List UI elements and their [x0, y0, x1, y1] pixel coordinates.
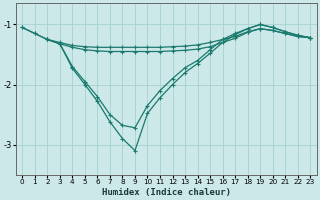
X-axis label: Humidex (Indice chaleur): Humidex (Indice chaleur) — [102, 188, 231, 197]
